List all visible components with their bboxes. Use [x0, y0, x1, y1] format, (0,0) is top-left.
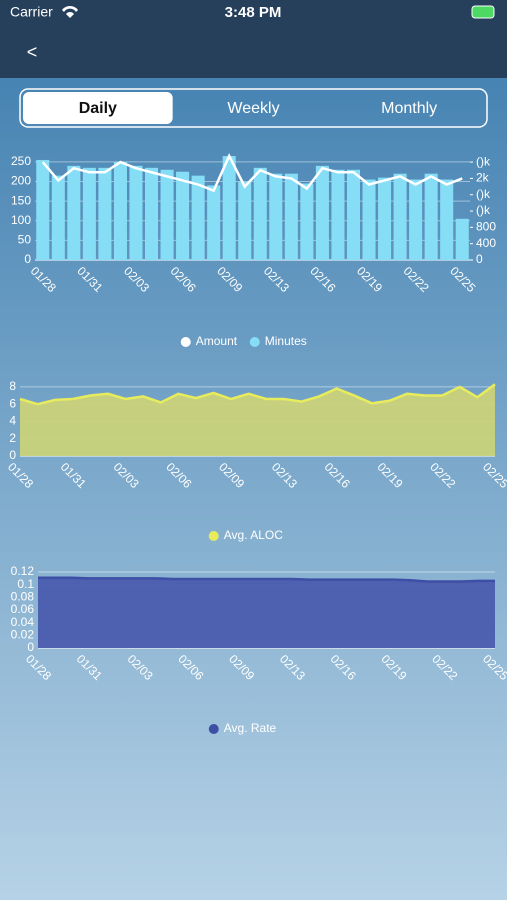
y-tick-label: 0.12 [11, 564, 35, 578]
y-tick-label: 0.02 [11, 628, 35, 642]
bar [98, 167, 112, 260]
bar [362, 179, 376, 260]
y-tick-label: 0.06 [11, 602, 35, 616]
y2-tick-label: 2k [476, 171, 490, 185]
y-tick-label: 0.04 [11, 615, 35, 629]
y-tick-label: 200 [11, 174, 31, 188]
bar [222, 156, 236, 260]
bar [160, 169, 174, 260]
bar [378, 177, 392, 260]
line [41, 153, 463, 193]
bar [331, 169, 345, 260]
y-tick-label: 6 [9, 396, 16, 410]
bar [393, 173, 407, 260]
bar [455, 218, 469, 260]
bar [269, 173, 283, 260]
bar [67, 165, 81, 260]
area [38, 577, 495, 648]
bar [284, 173, 298, 260]
y2-tick-label: 800 [476, 220, 496, 234]
area-line [38, 576, 495, 583]
tab-selected-bg [23, 92, 173, 124]
nav-bar [0, 0, 507, 78]
tab[interactable]: Monthly [381, 100, 437, 117]
bar [113, 161, 127, 260]
legend-label: Amount [196, 334, 238, 348]
tab-bar [19, 88, 488, 128]
bar [253, 167, 267, 260]
bar [82, 167, 96, 260]
bar [409, 179, 423, 260]
legend-swatch [249, 337, 260, 347]
y2-tick-label: ()k [476, 187, 491, 201]
y2-tick-label: 400 [476, 236, 496, 250]
y-tick-label: 0 [24, 252, 31, 266]
wifi-icon [62, 6, 78, 18]
legend-swatch [208, 531, 219, 541]
y-tick-label: 8 [9, 379, 16, 393]
y2-tick-label: ()k [476, 154, 491, 168]
tab[interactable]: Daily [79, 100, 117, 117]
y-tick-label: 100 [11, 213, 31, 227]
area [20, 384, 495, 456]
bar [129, 165, 143, 260]
y2-tick-label: 0 [476, 252, 483, 266]
area-line [19, 383, 496, 406]
legend-label: Avg. Rate [224, 721, 277, 735]
legend-label: Avg. ALOC [224, 528, 283, 542]
battery [471, 5, 495, 19]
bar [51, 175, 65, 260]
bar [207, 185, 221, 260]
bar [346, 169, 361, 260]
clock: 3:48 PM [225, 4, 282, 21]
bar [191, 175, 205, 260]
tab[interactable]: Weekly [227, 100, 279, 117]
back-button[interactable]: < [27, 42, 38, 62]
y-tick-label: 50 [18, 233, 32, 247]
bar [440, 179, 454, 260]
bar [300, 183, 314, 260]
legend-swatch [180, 337, 191, 347]
y-tick-label: 250 [11, 154, 31, 168]
bar [144, 167, 159, 260]
bar [238, 181, 252, 260]
y-tick-label: 2 [9, 431, 16, 445]
y-tick-label: 0.08 [11, 590, 35, 604]
legend-swatch [208, 724, 219, 734]
bar [36, 159, 50, 260]
bar [176, 171, 190, 260]
y-tick-label: 0 [27, 640, 34, 654]
bar [315, 165, 329, 260]
legend-label: Minutes [265, 334, 307, 348]
y-tick-label: 150 [11, 193, 31, 207]
y-tick-label: 4 [9, 414, 16, 428]
bar [424, 173, 438, 260]
y2-tick-label: ()k [476, 203, 491, 217]
y-tick-label: 0 [9, 448, 16, 462]
carrier: Carrier [10, 4, 53, 20]
y-tick-label: 0.1 [17, 577, 34, 591]
